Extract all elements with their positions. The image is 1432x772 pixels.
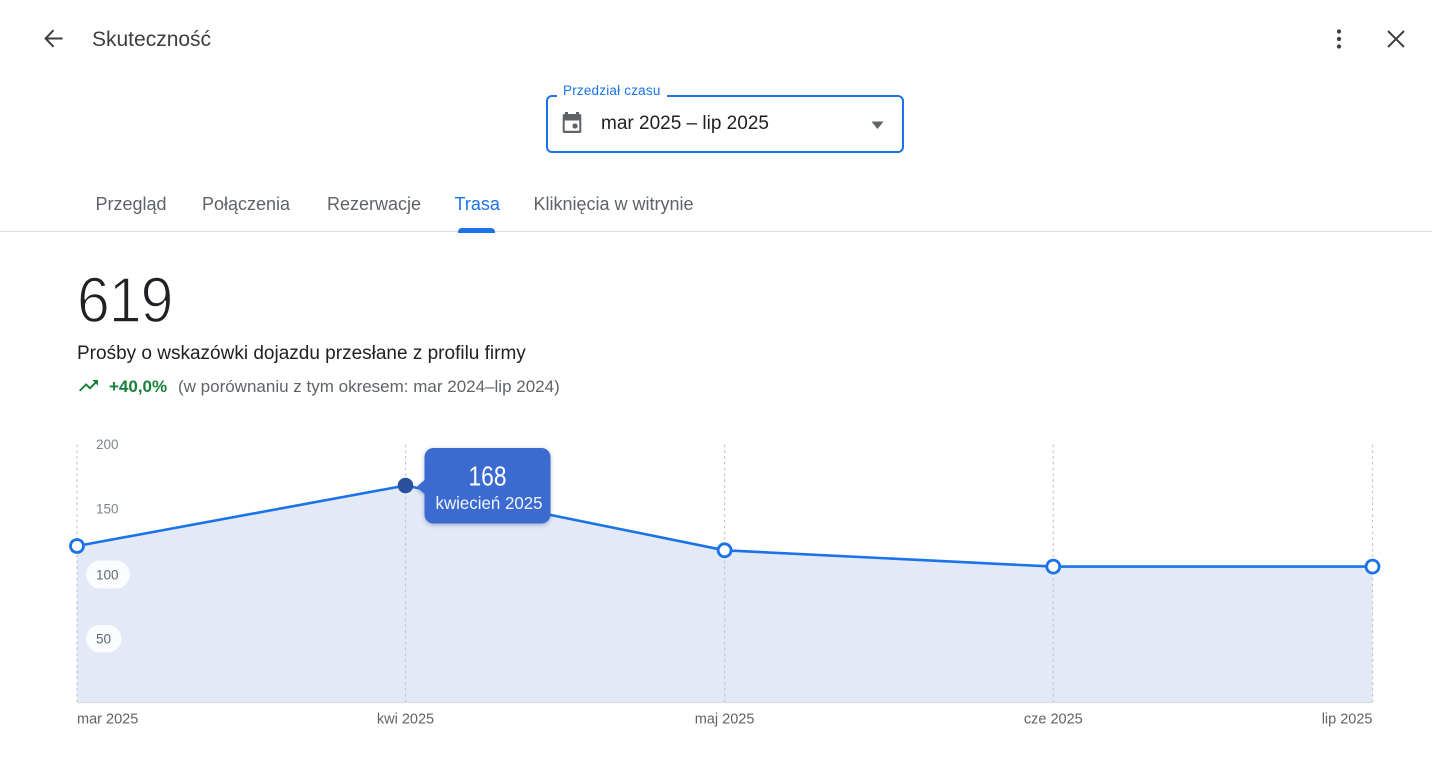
svg-text:cze 2025: cze 2025 [1024,712,1083,728]
svg-text:maj 2025: maj 2025 [695,712,755,728]
svg-text:mar 2025: mar 2025 [77,712,138,728]
svg-text:lip 2025: lip 2025 [1322,712,1373,728]
svg-text:kwiecień 2025: kwiecień 2025 [436,493,543,513]
svg-text:100: 100 [96,567,119,582]
svg-text:50: 50 [96,632,111,647]
svg-text:168: 168 [469,461,507,492]
svg-text:kwi 2025: kwi 2025 [377,712,434,728]
svg-text:200: 200 [96,437,119,452]
svg-text:150: 150 [96,501,119,516]
